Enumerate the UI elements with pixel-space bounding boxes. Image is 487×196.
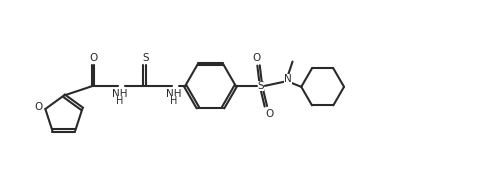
Text: H: H <box>170 96 177 106</box>
Text: N: N <box>284 74 292 84</box>
Text: S: S <box>143 53 149 63</box>
Text: O: O <box>35 102 43 112</box>
Text: O: O <box>90 53 98 63</box>
Text: NH: NH <box>112 89 128 99</box>
Text: O: O <box>252 53 261 63</box>
Text: H: H <box>116 96 124 106</box>
Text: S: S <box>258 81 264 91</box>
Text: NH: NH <box>166 89 181 99</box>
Text: O: O <box>265 109 274 119</box>
